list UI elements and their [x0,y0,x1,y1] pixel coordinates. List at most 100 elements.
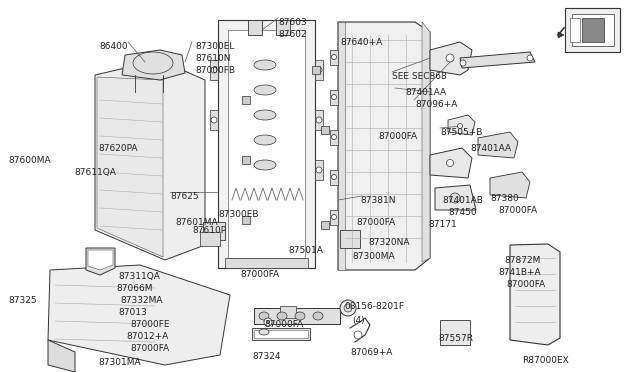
Text: 87066M: 87066M [116,284,152,293]
Polygon shape [225,258,308,268]
Polygon shape [242,216,250,224]
Polygon shape [254,308,340,324]
Polygon shape [338,22,430,270]
Polygon shape [440,320,470,345]
Polygon shape [430,148,472,178]
Polygon shape [448,115,475,135]
Text: 87640+A: 87640+A [340,38,382,47]
Circle shape [450,193,460,203]
Text: 87320NA: 87320NA [368,238,410,247]
Text: 86400: 86400 [99,42,128,51]
Polygon shape [321,126,329,134]
Polygon shape [570,18,580,42]
Polygon shape [48,265,230,365]
Text: 87000FA: 87000FA [378,132,417,141]
Polygon shape [280,306,296,318]
Polygon shape [200,232,220,246]
Polygon shape [252,328,310,340]
Circle shape [458,124,463,128]
Polygon shape [88,250,113,270]
Polygon shape [248,20,262,35]
Text: 87381N: 87381N [360,196,396,205]
Polygon shape [315,160,323,180]
Polygon shape [338,22,345,270]
Text: 87000FA: 87000FA [356,218,395,227]
Text: SEE SEC868: SEE SEC868 [392,72,447,81]
Ellipse shape [259,329,269,335]
Text: 87602: 87602 [278,30,307,39]
Circle shape [332,174,337,180]
Text: 87872M: 87872M [504,256,540,265]
Text: 87505+B: 87505+B [440,128,483,137]
Text: 87557R: 87557R [438,334,473,343]
Polygon shape [312,66,320,74]
Text: 87601MA: 87601MA [175,218,218,227]
Text: 87401AB: 87401AB [442,196,483,205]
Text: 87501A: 87501A [288,246,323,255]
Ellipse shape [295,312,305,320]
Circle shape [340,300,356,316]
Polygon shape [242,156,250,164]
Circle shape [354,331,362,339]
Circle shape [266,321,269,324]
Text: 87000FB: 87000FB [195,66,235,75]
Text: 87611QA: 87611QA [74,168,116,177]
Circle shape [344,304,352,312]
Text: 87610N: 87610N [195,54,230,63]
Text: 87600MA: 87600MA [8,156,51,165]
Text: 87300MA: 87300MA [352,252,395,261]
Text: 87000FA: 87000FA [240,270,279,279]
Text: 87620PA: 87620PA [98,144,138,153]
Polygon shape [86,248,115,275]
Text: 87311QA: 87311QA [118,272,160,281]
Text: 87000FA: 87000FA [264,320,303,329]
Circle shape [447,160,454,167]
Text: 87625: 87625 [170,192,198,201]
Ellipse shape [254,110,276,120]
Circle shape [264,318,272,326]
Polygon shape [254,330,308,338]
Polygon shape [321,221,329,229]
Text: 87301MA: 87301MA [98,358,141,367]
Polygon shape [330,50,338,65]
Polygon shape [510,244,560,345]
Text: 87000FA: 87000FA [498,206,537,215]
Text: 87401AA: 87401AA [470,144,511,153]
Text: (4): (4) [352,316,365,325]
Text: 08156-8201F: 08156-8201F [344,302,404,311]
Text: 87332MA: 87332MA [120,296,163,305]
Polygon shape [97,77,163,257]
Text: 87324: 87324 [252,352,280,361]
Circle shape [332,135,337,140]
Circle shape [332,94,337,99]
Polygon shape [218,20,315,268]
Circle shape [316,67,322,73]
Text: 87380: 87380 [490,194,519,203]
Polygon shape [478,132,518,158]
Ellipse shape [277,312,287,320]
Polygon shape [48,340,75,372]
Polygon shape [422,22,430,262]
Circle shape [460,60,466,66]
Polygon shape [228,30,305,258]
Polygon shape [582,18,604,42]
Ellipse shape [259,312,269,320]
Polygon shape [210,60,218,80]
Text: 87450: 87450 [448,208,477,217]
Text: 87096+A: 87096+A [415,100,458,109]
Text: 87325: 87325 [8,296,36,305]
Polygon shape [95,60,205,260]
Polygon shape [330,130,338,145]
Polygon shape [340,230,360,248]
Ellipse shape [254,160,276,170]
Polygon shape [330,210,338,225]
Polygon shape [210,110,218,130]
Polygon shape [460,52,535,68]
Polygon shape [435,185,476,210]
Circle shape [446,54,454,62]
Polygon shape [276,20,290,35]
Polygon shape [330,170,338,185]
Polygon shape [315,110,323,130]
Polygon shape [572,14,614,46]
Circle shape [211,67,217,73]
